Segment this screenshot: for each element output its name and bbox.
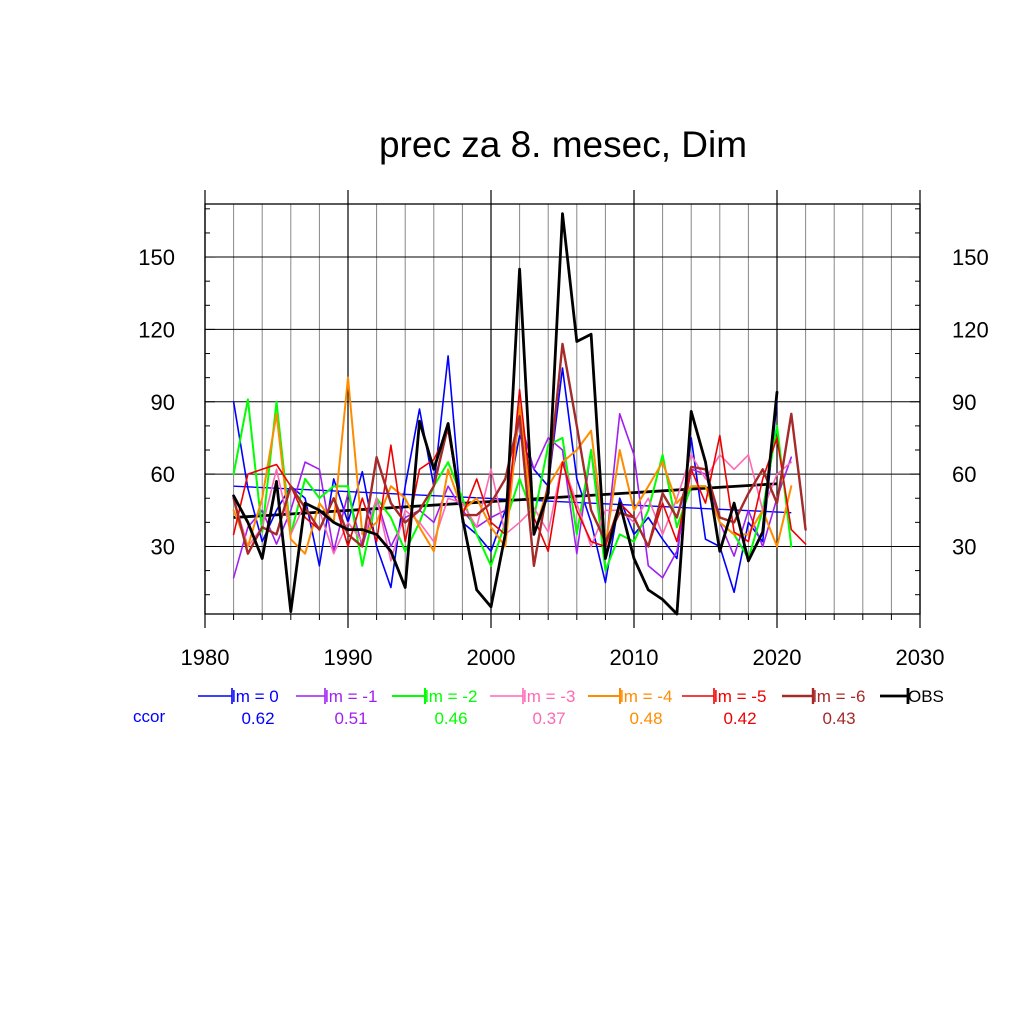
x-tick-label: 1990 [324,645,373,670]
ccor-label: ccor [133,707,165,726]
series-line [232,454,793,562]
y-tick-label-left: 120 [138,317,175,342]
legend-label: OBS [908,687,944,706]
legend-ccor: 0.51 [334,709,367,728]
y-tick-label-left: 150 [138,245,175,270]
legend-label: lm = -3 [523,687,575,706]
axes: 1980 1990 2000 2010 2020 2030 30 30 60 60 90 90 120 1… [138,190,989,670]
legend-ccor: 0.42 [723,709,756,728]
x-tick-label: 2030 [896,645,945,670]
x-tick-label: 1980 [181,645,230,670]
legend-ccor: 0.62 [241,709,274,728]
plot-frame [204,203,921,615]
x-tick-label: 2010 [610,645,659,670]
chart-title: prec za 8. mesec, Dim [379,124,747,165]
y-tick-label-right: 120 [952,317,989,342]
legend-label: lm = -6 [813,687,865,706]
legend-ccor: 0.46 [434,709,467,728]
y-tick-label-left: 30 [151,534,175,559]
legend-label: lm = -5 [714,687,766,706]
y-tick-label-right: 90 [952,390,976,415]
y-tick-label-left: 60 [151,462,175,487]
series-line [232,212,779,616]
legend-ccor: 0.37 [532,709,565,728]
legend-label: lm = 0 [232,687,279,706]
y-tick-label-right: 30 [952,534,976,559]
legend-label: lm = -2 [425,687,477,706]
grid [204,204,921,614]
x-tick-label: 2000 [467,645,516,670]
legend-label: lm = -4 [620,687,672,706]
series-lines [232,212,807,616]
y-tick-label-right: 60 [952,462,976,487]
y-tick-label-left: 90 [151,390,175,415]
legend-ccor: 0.43 [822,709,855,728]
y-tick-label-right: 150 [952,245,989,270]
legend-label: lm = -1 [325,687,377,706]
legend: ccor lm = 0 0.62 lm = -1 0.51 lm = -2 0.46 lm … [133,687,944,728]
x-tick-label: 2020 [753,645,802,670]
legend-ccor: 0.48 [629,709,662,728]
